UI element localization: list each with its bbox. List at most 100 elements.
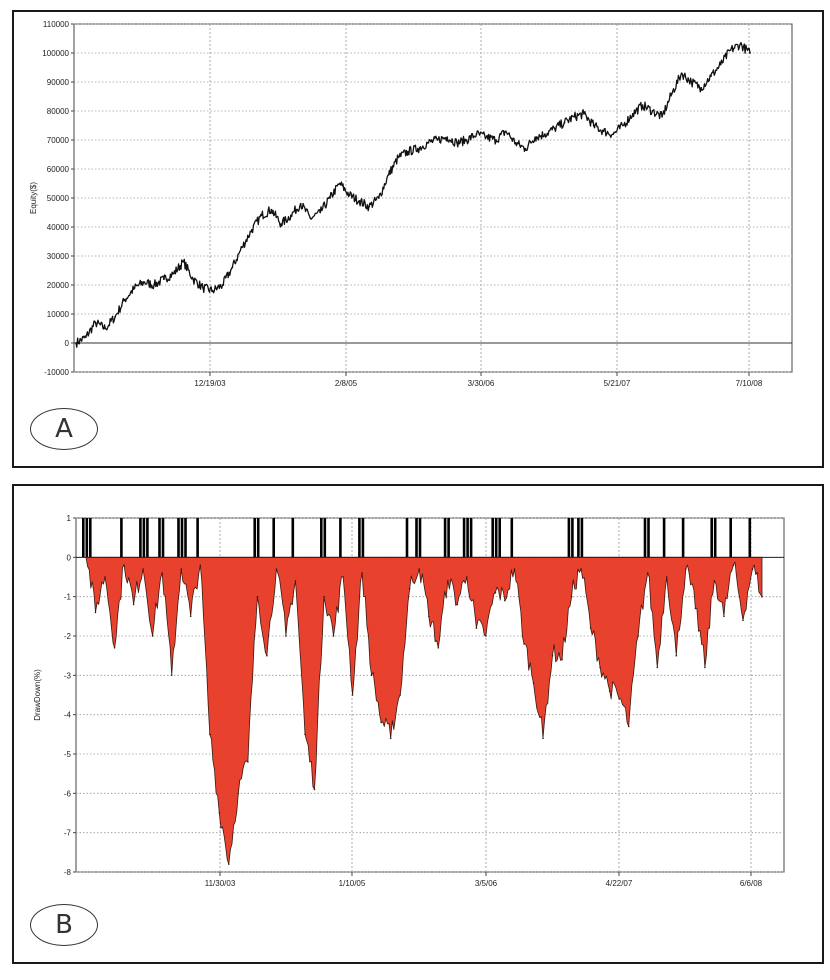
equity-point — [495, 139, 497, 141]
new-high-marker — [177, 518, 180, 558]
drawdown-point — [323, 595, 325, 598]
drawdown-point — [123, 564, 125, 566]
y-tick-label: -2 — [64, 632, 72, 641]
new-high-marker — [469, 518, 473, 558]
y-tick-label: 0 — [67, 553, 72, 562]
x-tick-label: 6/6/08 — [740, 879, 763, 888]
equity-point — [309, 217, 312, 220]
drawdown-point — [266, 654, 268, 657]
equity-point — [622, 124, 624, 127]
drawdown-point — [389, 737, 392, 740]
drawdown-point — [294, 580, 297, 582]
equity-point — [729, 49, 732, 51]
new-high-marker — [196, 518, 199, 558]
equity-point — [94, 321, 97, 324]
equity-point — [260, 214, 263, 217]
equity-point — [319, 211, 322, 214]
equity-point — [75, 342, 77, 344]
equity-point — [172, 272, 175, 275]
new-high-marker — [161, 518, 165, 558]
drawdown-point — [132, 603, 135, 606]
equity-point — [299, 202, 302, 205]
new-high-marker — [443, 518, 447, 558]
drawdown-point — [532, 682, 535, 684]
drawdown-point — [570, 595, 573, 598]
equity-point — [602, 130, 605, 133]
equity-point — [739, 43, 742, 46]
new-high-marker — [253, 518, 256, 558]
equity-point — [417, 147, 419, 150]
equity-point — [612, 133, 615, 136]
drawdown-point — [437, 647, 440, 649]
new-high-marker — [580, 518, 584, 558]
equity-point — [182, 260, 185, 263]
equity-point — [202, 287, 204, 289]
y-tick-label: 70000 — [47, 136, 70, 145]
equity-point — [631, 113, 634, 115]
equity-point — [221, 284, 224, 286]
equity-point — [641, 104, 644, 107]
drawdown-point — [723, 615, 725, 618]
new-high-marker — [358, 518, 361, 558]
drawdown-point — [218, 812, 221, 814]
y-tick-label: -10000 — [44, 368, 69, 377]
new-high-marker — [681, 518, 685, 558]
equity-point — [544, 133, 546, 136]
drawdown-point — [142, 568, 144, 570]
x-tick-label: 4/22/07 — [606, 879, 633, 888]
new-high-marker — [405, 518, 409, 558]
drawdown-point — [228, 863, 230, 865]
new-high-marker — [415, 518, 418, 558]
equity-point — [387, 173, 390, 176]
equity-point — [358, 200, 361, 202]
equity-point — [651, 110, 654, 112]
y-tick-label: 0 — [65, 339, 70, 348]
equity-point — [749, 52, 751, 54]
y-tick-label: 90000 — [47, 78, 70, 87]
x-tick-label: 2/8/05 — [335, 379, 358, 388]
x-tick-label: 7/10/08 — [736, 379, 763, 388]
new-high-marker — [89, 518, 92, 558]
equity-point — [563, 121, 566, 124]
drawdown-point — [209, 733, 211, 736]
new-high-marker — [320, 518, 323, 558]
drawdown-point — [551, 654, 554, 657]
equity-point — [153, 284, 156, 286]
drawdown-point — [589, 627, 592, 629]
new-high-marker — [339, 518, 342, 558]
equity-point — [377, 197, 380, 199]
equity-point — [465, 139, 468, 141]
drawdown-point — [313, 788, 316, 791]
drawdown-point — [275, 568, 278, 570]
equity-point — [719, 63, 722, 66]
drawdown-point — [504, 599, 506, 602]
drawdown-point — [694, 607, 697, 610]
y-axis-title: Equity($) — [29, 182, 38, 214]
equity-point — [407, 150, 409, 153]
new-high-marker — [713, 518, 717, 558]
new-high-marker — [491, 518, 494, 558]
equity-point — [84, 336, 87, 339]
new-high-marker — [662, 518, 666, 558]
new-high-marker — [142, 518, 146, 558]
drawdown-point — [428, 615, 430, 618]
equity-point — [456, 142, 458, 144]
new-high-marker — [323, 518, 327, 558]
equity-point — [436, 139, 439, 141]
panel-label-a: A — [30, 408, 98, 450]
equity-line — [75, 41, 751, 348]
drawdown-point — [408, 588, 411, 590]
drawdown-point — [304, 733, 306, 736]
equity-point — [348, 194, 351, 197]
equity-point — [338, 182, 341, 185]
drawdown-point — [618, 698, 620, 700]
equity-point — [104, 327, 107, 330]
drawdown-point — [656, 666, 659, 669]
y-tick-label: -1 — [64, 593, 72, 602]
new-high-marker — [158, 518, 161, 558]
x-tick-label: 5/21/07 — [604, 379, 631, 388]
drawdown-point — [180, 568, 182, 570]
y-tick-label: -3 — [64, 671, 72, 680]
y-tick-label: -4 — [64, 711, 72, 720]
y-tick-label: 50000 — [47, 194, 70, 203]
